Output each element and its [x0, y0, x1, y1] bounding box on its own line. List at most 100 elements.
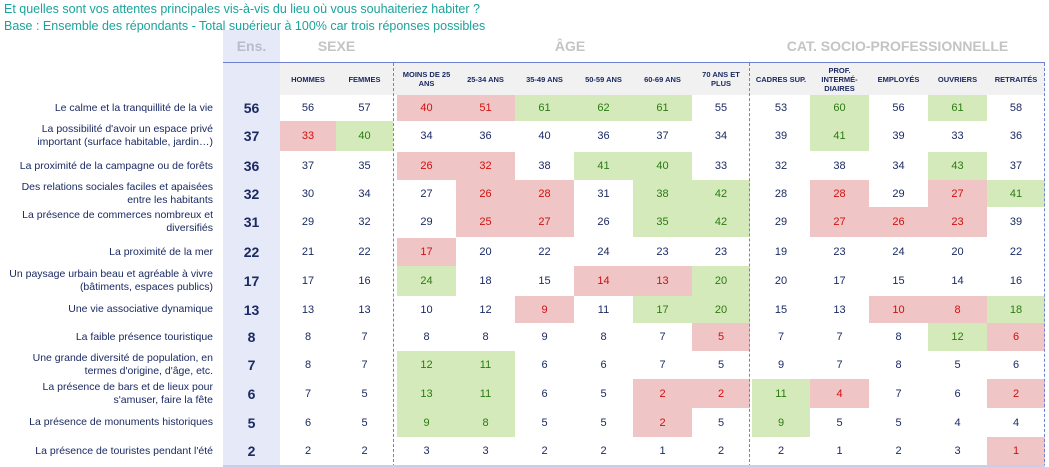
table-cell: 14: [951, 275, 964, 287]
table-cell: 22: [538, 246, 551, 258]
table-cell: 2: [987, 379, 1045, 408]
table-cell: 57: [358, 102, 371, 114]
table-cell: 38: [538, 160, 551, 172]
table-cell: 24: [892, 246, 905, 258]
row-label: Un paysage urbain beau et agréable à viv…: [9, 268, 213, 293]
table-cell: 56: [892, 102, 905, 114]
ens-value: 17: [243, 273, 260, 289]
table-cell: 56: [301, 102, 315, 114]
table-cell: 5: [541, 416, 548, 429]
ens-value: 2: [247, 443, 256, 459]
table-cell: 8: [482, 331, 489, 343]
table-cell: 18: [987, 296, 1045, 323]
table-cell: 6: [954, 387, 961, 400]
ens-value: 37: [243, 128, 260, 144]
table-cell: 62: [574, 95, 633, 121]
table-cell: 32: [774, 160, 788, 172]
table-cell: 5: [361, 387, 368, 400]
table-cell: 6: [600, 359, 607, 371]
table-cell: 10: [869, 296, 928, 323]
divider-right: [1044, 63, 1045, 467]
table-cell: 8: [304, 359, 312, 371]
ens-value: 36: [243, 158, 260, 174]
ens-value: 5: [247, 414, 256, 431]
ens-column-background: [223, 30, 280, 467]
table-cell: 26: [456, 180, 515, 207]
table-cell: 17: [833, 275, 846, 287]
table-cell: 13: [833, 303, 846, 316]
group-ens: Ens.: [236, 38, 267, 54]
table-cell: 13: [301, 303, 315, 316]
table-cell: 38: [633, 180, 692, 207]
group-csp: CAT. SOCIO-PROFESSIONNELLE: [786, 38, 1009, 54]
column-header-row: [280, 63, 1045, 95]
table-cell: 16: [1009, 275, 1023, 287]
table-cell: 5: [836, 416, 843, 429]
table-cell: 3: [423, 445, 430, 457]
table-cell: 20: [774, 275, 788, 287]
table-cell: 38: [833, 160, 846, 172]
table-cell: 15: [774, 303, 788, 316]
table-cell: 8: [895, 359, 902, 371]
table-cell: 18: [479, 275, 492, 287]
table-cell: 9: [541, 331, 548, 343]
table-cell: 61: [928, 95, 987, 121]
table-cell: 21: [301, 246, 315, 258]
table-cell: 26: [397, 152, 456, 180]
ens-value: 22: [243, 244, 260, 260]
table-cell: 28: [774, 187, 788, 200]
column-header: 60-69 ANS: [644, 74, 681, 84]
table-cell: 6: [541, 359, 548, 371]
column-header: 25-34 ANS: [467, 74, 504, 84]
column-header: 50-59 ANS: [585, 74, 622, 84]
table-cell: 17: [633, 296, 692, 323]
row-label: La présence de bars et de lieux pour s'a…: [42, 380, 213, 406]
column-header: 70 ANS ET PLUS: [702, 70, 740, 88]
table-cell: 9: [777, 359, 785, 371]
base-note: Base : Ensemble des répondants - Total s…: [4, 19, 486, 33]
table-cell: 7: [895, 387, 902, 400]
title-block: Et quelles sont vos attentes principales…: [4, 1, 485, 35]
table-cell: 33: [280, 121, 336, 151]
column-header: PROF. INTERMÉ-DIAIRES: [821, 65, 858, 93]
table-cell: 22: [1009, 246, 1023, 258]
ens-value: 13: [243, 301, 260, 318]
table-cell: 7: [361, 359, 368, 371]
row-label: La faible présence touristique: [75, 330, 213, 343]
column-header: RETRAITÉS: [994, 74, 1038, 84]
column-header: FEMMES: [348, 74, 381, 84]
table-cell: 7: [659, 359, 666, 371]
table-cell: 31: [597, 187, 610, 200]
table-cell: 61: [633, 95, 692, 121]
table-cell: 24: [397, 266, 456, 296]
ens-value: 56: [243, 100, 260, 116]
table-cell: 27: [928, 180, 987, 207]
table-cell: 37: [656, 130, 669, 142]
bottom-line: [223, 465, 1045, 467]
table-cell: 53: [774, 102, 788, 114]
table-cell: 23: [833, 246, 846, 258]
table-cell: 32: [358, 216, 371, 228]
table-cell: 23: [928, 207, 987, 237]
table-cell: 7: [836, 331, 843, 343]
table-cell: 6: [1012, 359, 1020, 371]
table-cell: 29: [774, 216, 788, 228]
table-cell: 29: [892, 187, 905, 200]
table-cell: 7: [304, 387, 312, 400]
table-cell: 51: [456, 95, 515, 121]
table-cell: 2: [777, 445, 785, 457]
row-label: La possibilité d'avoir un espace privé i…: [37, 123, 213, 148]
table-cell: 39: [1009, 216, 1023, 228]
table-cell: 5: [692, 323, 750, 351]
column-header: HOMMES: [291, 74, 325, 84]
table-cell: 2: [633, 379, 692, 408]
row-label: Le calme et la tranquillité de la vie: [54, 101, 213, 114]
column-header: OUVRIERS: [937, 74, 978, 84]
table-cell: 16: [358, 275, 371, 287]
table-cell: 20: [692, 296, 750, 323]
table-cell: 11: [456, 379, 515, 408]
ens-value: 32: [243, 185, 260, 202]
table-cell: 8: [928, 296, 987, 323]
table-cell: 42: [692, 180, 750, 207]
table-cell: 40: [397, 95, 456, 121]
